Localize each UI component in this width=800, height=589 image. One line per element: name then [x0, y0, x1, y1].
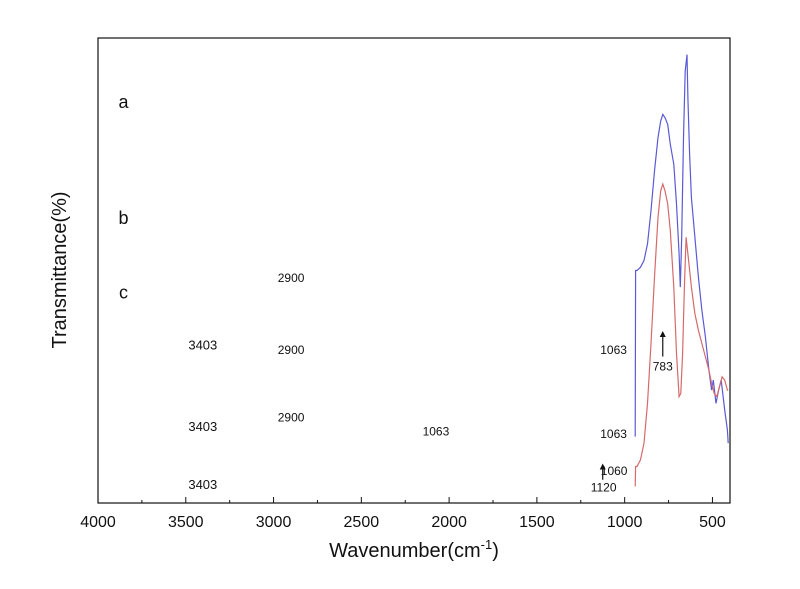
peak-label: 1063: [423, 425, 450, 439]
peak-label: 783: [653, 359, 673, 373]
x-axis-title: Wavenumber(cm-1): [329, 537, 499, 562]
peak-label: 1060: [601, 464, 628, 478]
x-axis-title-main: Wavenumber(cm: [329, 540, 481, 562]
series-letter-label: a: [118, 92, 129, 112]
x-tick-label: 1000: [607, 514, 643, 531]
peak-label: 2900: [278, 411, 305, 425]
x-tick-label: 3500: [168, 514, 204, 531]
peak-label: 3403: [188, 338, 217, 353]
x-tick-label: 500: [699, 514, 726, 531]
peak-label: 3403: [188, 419, 217, 434]
plot-frame: [97, 37, 731, 504]
peak-label: 3403: [188, 477, 217, 492]
peak-label: 1063: [600, 343, 627, 357]
x-axis-title-close: ): [492, 540, 499, 562]
peak-label: 2900: [278, 271, 305, 285]
peak-arrow-head: [659, 330, 666, 337]
series-letter-label: c: [119, 282, 128, 302]
peak-arrow-head: [599, 463, 606, 470]
annotation-group: a b c 2900 3403 2900 1063 783 2900 3403 1063 1063 10…: [118, 92, 673, 495]
x-tick-label: 1500: [519, 514, 555, 531]
x-axis-title-sup: -1: [481, 537, 493, 552]
peak-label: 2900: [278, 343, 305, 357]
series-group: [634, 54, 729, 487]
peak-label: 1120: [591, 480, 617, 494]
series-line-2: [634, 182, 729, 487]
series-letter-label: b: [118, 208, 128, 228]
y-axis-title: Transmittance(%): [49, 191, 71, 348]
x-tick-label: 3000: [256, 514, 292, 531]
x-ticks-group: 4000 3500 3000 2500 2000 1500 1000 500: [80, 497, 726, 531]
series-line-1: [634, 54, 729, 444]
x-tick-label: 2500: [344, 514, 380, 531]
x-tick-label: 2000: [431, 514, 467, 531]
x-tick-label: 4000: [80, 514, 116, 531]
peak-label: 1063: [600, 427, 627, 441]
